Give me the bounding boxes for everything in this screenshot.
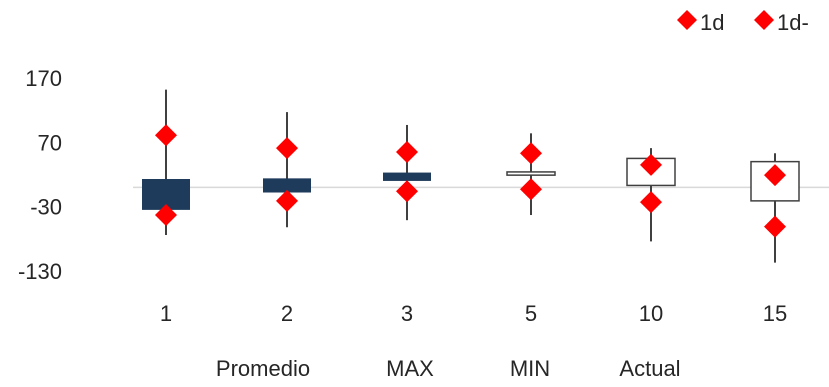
bottom-labels: Promedio MAX MIN Actual bbox=[216, 356, 681, 381]
x-category-label: 10 bbox=[639, 301, 663, 326]
candle-15 bbox=[750, 153, 800, 263]
candle-5 bbox=[506, 133, 556, 216]
marker-1d bbox=[640, 153, 662, 176]
legend-marker-1d- bbox=[754, 10, 774, 30]
marker-1d- bbox=[520, 178, 542, 201]
candle-body bbox=[263, 178, 311, 193]
y-tick-label: 70 bbox=[38, 130, 62, 155]
marker-1d bbox=[520, 142, 542, 165]
marker-1d bbox=[155, 124, 177, 147]
candle-10 bbox=[626, 148, 676, 242]
y-axis: 170 70 -30 -130 bbox=[18, 66, 62, 284]
candle-1 bbox=[142, 89, 190, 235]
x-category-label: 1 bbox=[160, 301, 172, 326]
marker-1d bbox=[764, 164, 786, 187]
x-category-label: 15 bbox=[763, 301, 787, 326]
candle-3 bbox=[383, 124, 431, 221]
y-tick-label: -130 bbox=[18, 259, 62, 284]
bottom-label-promedio: Promedio bbox=[216, 356, 310, 381]
legend-marker-1d bbox=[677, 10, 697, 30]
marker-1d bbox=[396, 140, 418, 163]
candle-2 bbox=[263, 112, 311, 228]
x-axis: 1 2 3 5 10 15 bbox=[160, 301, 787, 326]
legend-label-1d: 1d bbox=[700, 10, 724, 35]
candle-body bbox=[506, 171, 556, 176]
legend-item-1d: 1d bbox=[677, 10, 724, 35]
x-category-label: 2 bbox=[281, 301, 293, 326]
plot-area bbox=[142, 89, 800, 263]
legend: 1d 1d- bbox=[677, 10, 809, 35]
x-category-label: 5 bbox=[525, 301, 537, 326]
x-category-label: 3 bbox=[401, 301, 413, 326]
y-tick-label: -30 bbox=[30, 195, 62, 220]
marker-1d- bbox=[764, 215, 786, 238]
bottom-label-actual: Actual bbox=[619, 356, 680, 381]
marker-1d- bbox=[276, 189, 298, 212]
bottom-label-min: MIN bbox=[510, 356, 550, 381]
marker-1d bbox=[276, 137, 298, 160]
candle-body bbox=[383, 172, 431, 181]
marker-1d- bbox=[155, 204, 177, 227]
y-tick-label: 170 bbox=[25, 66, 62, 91]
bottom-label-max: MAX bbox=[386, 356, 434, 381]
marker-1d- bbox=[396, 180, 418, 203]
legend-item-1d-: 1d- bbox=[754, 10, 809, 35]
legend-label-1d-: 1d- bbox=[777, 10, 809, 35]
marker-1d- bbox=[640, 191, 662, 214]
